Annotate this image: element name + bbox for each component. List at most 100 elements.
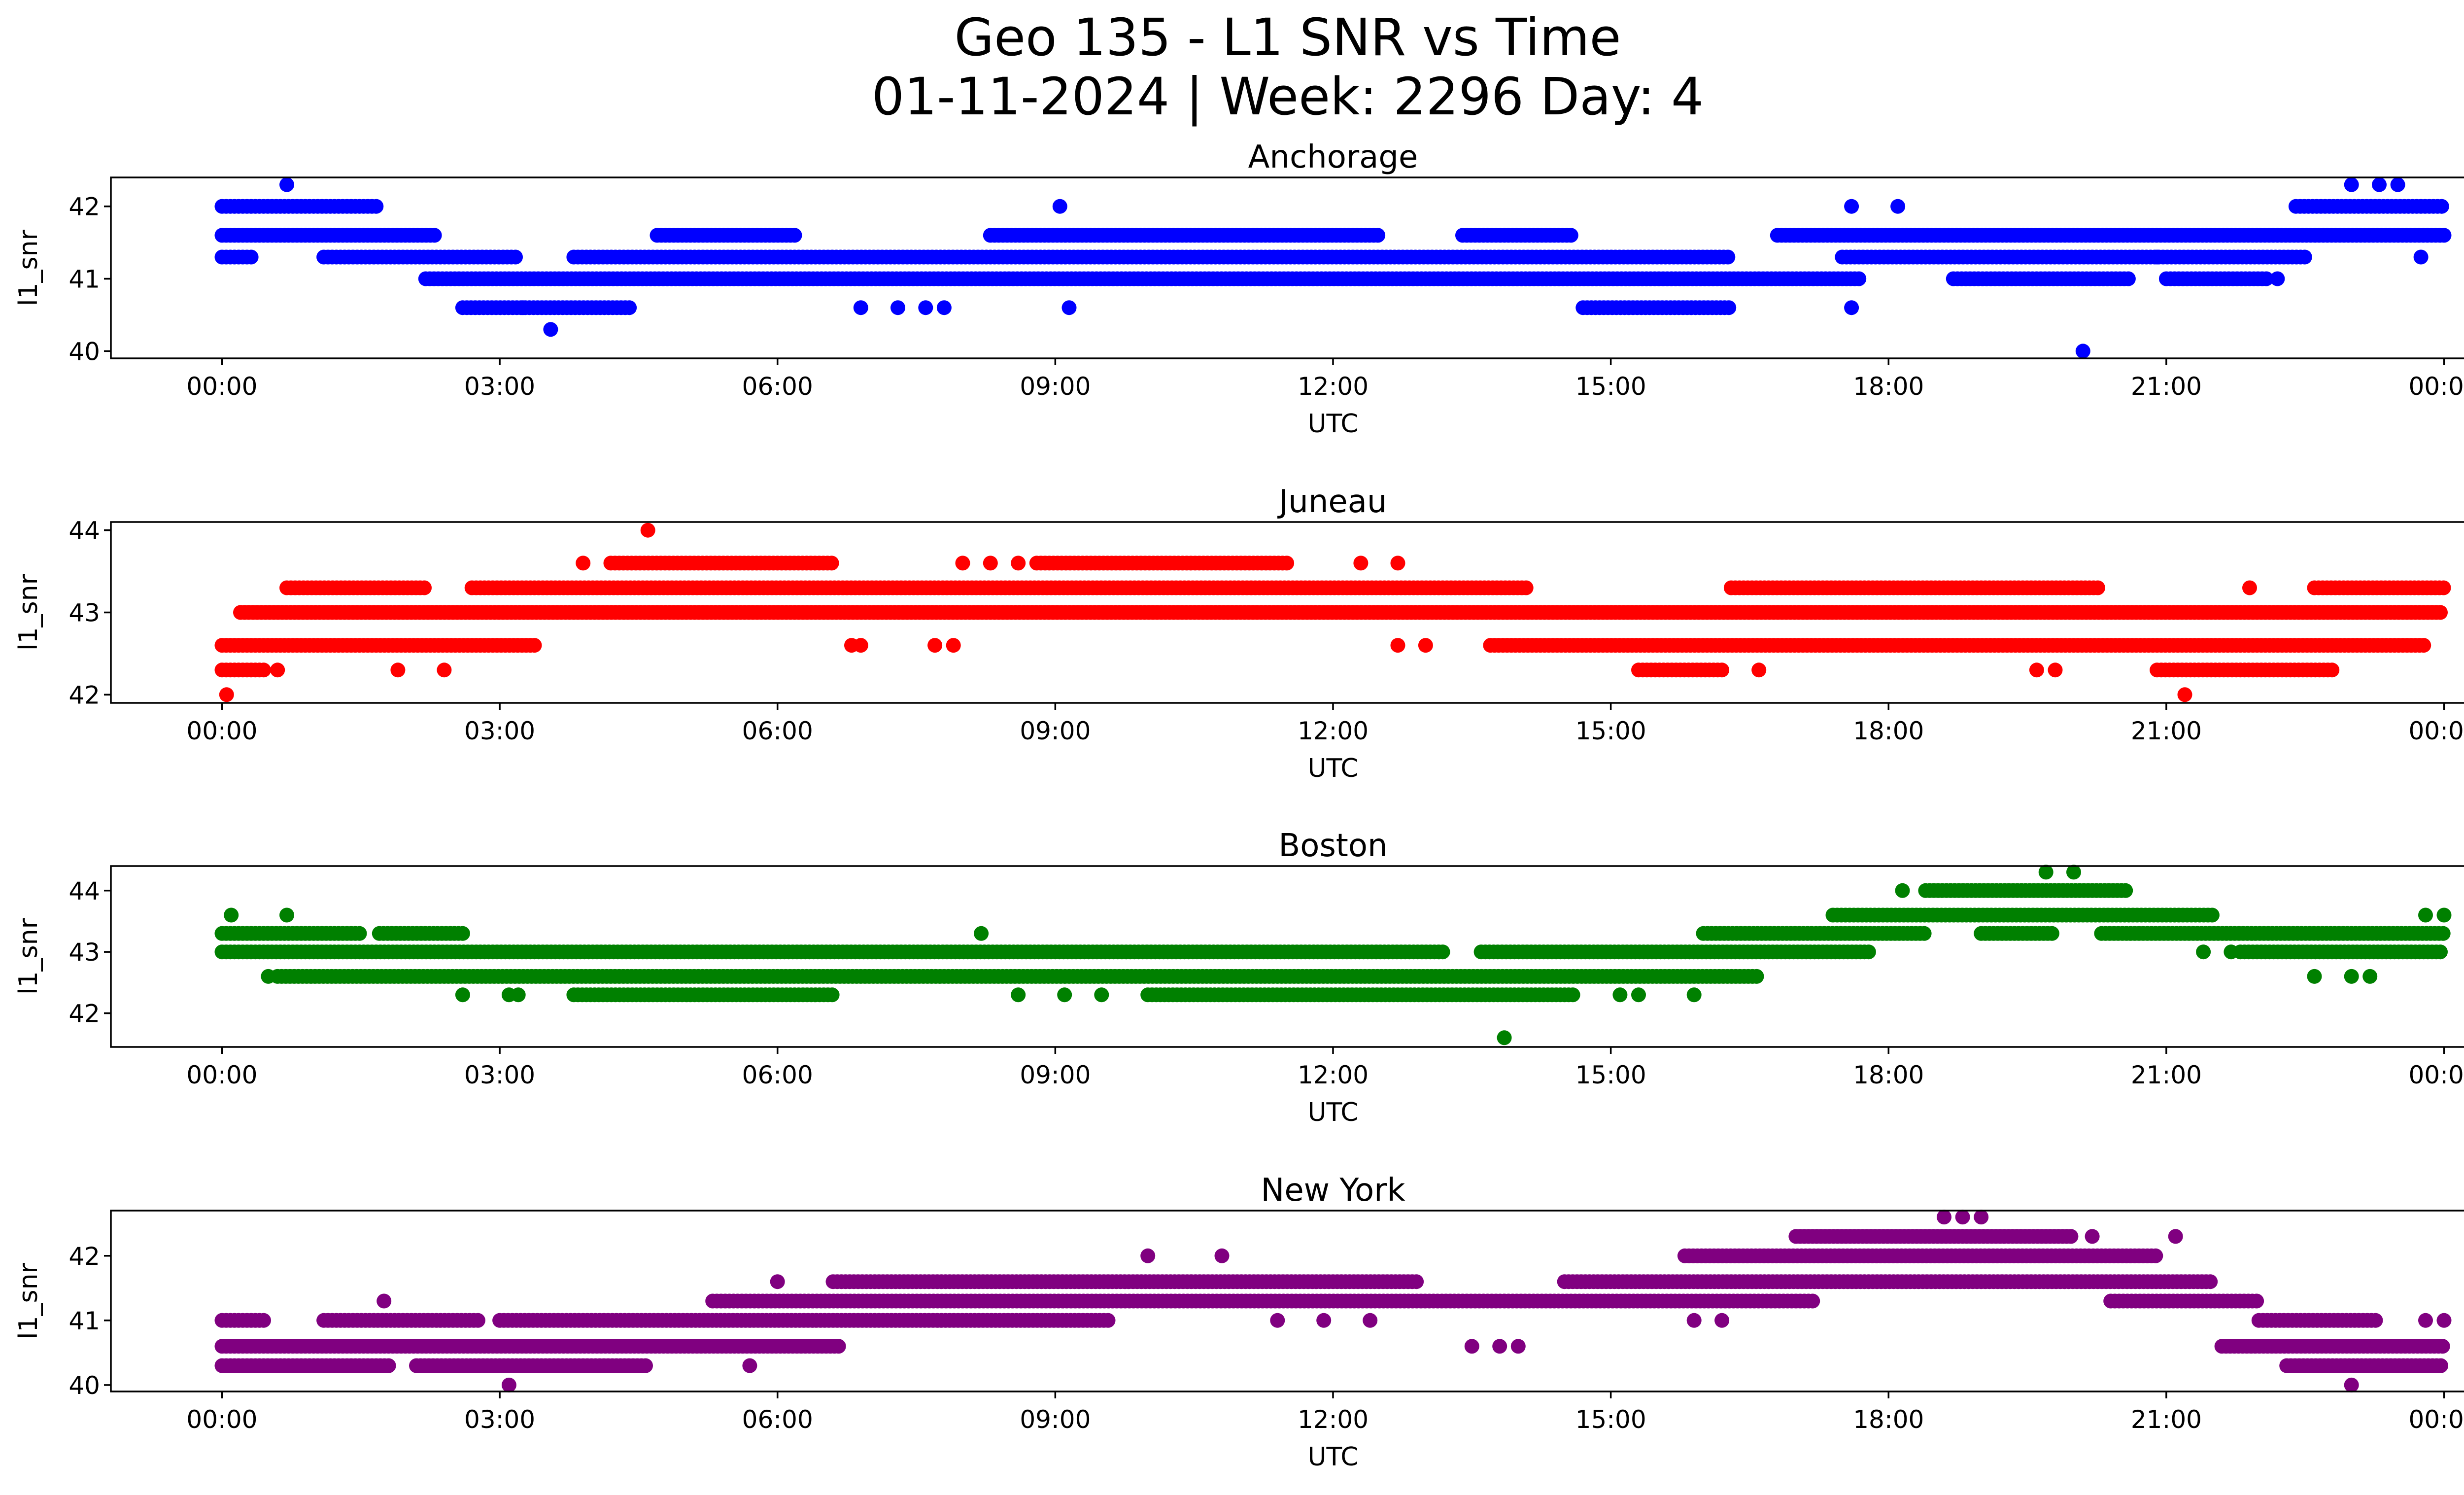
x-tick-label: 18:00 xyxy=(1853,717,1924,745)
data-point xyxy=(437,662,452,678)
data-point xyxy=(1751,662,1767,678)
data-point xyxy=(640,522,655,538)
data-point xyxy=(427,228,442,243)
data-point xyxy=(511,987,526,1003)
data-point xyxy=(2390,177,2405,192)
data-point xyxy=(1861,944,1876,960)
x-tick-label: 09:00 xyxy=(1020,372,1091,401)
data-point xyxy=(1631,987,1646,1003)
subplot-title: Juneau xyxy=(1277,484,1387,520)
data-point xyxy=(2270,271,2285,286)
data-point xyxy=(1390,556,1405,571)
axes-frame xyxy=(110,176,2464,359)
data-point xyxy=(2121,271,2136,286)
data-point xyxy=(1612,987,1628,1003)
data-point xyxy=(2118,883,2133,898)
data-point xyxy=(2435,926,2451,941)
data-point xyxy=(2416,638,2431,653)
x-tick-label: 21:00 xyxy=(2131,1061,2202,1089)
data-point xyxy=(369,199,384,214)
data-series xyxy=(214,1210,2452,1392)
data-point xyxy=(918,300,933,315)
x-tick-label: 00:00 xyxy=(186,1061,257,1089)
x-axis-label: UTC xyxy=(1307,409,1358,439)
y-tick-label: 41 xyxy=(68,265,100,294)
x-tick-label: 06:00 xyxy=(742,1061,813,1089)
data-point xyxy=(2044,926,2059,941)
data-point xyxy=(1353,556,1369,571)
x-tick-label: 03:00 xyxy=(464,1061,535,1089)
data-series xyxy=(214,177,2452,359)
x-tick-label: 06:00 xyxy=(742,717,813,745)
data-point xyxy=(1011,556,1026,571)
data-series xyxy=(214,865,2452,1045)
data-point xyxy=(2344,969,2359,984)
data-point xyxy=(1916,926,1932,941)
data-point xyxy=(787,228,802,243)
data-point xyxy=(2259,271,2274,286)
data-point xyxy=(2038,865,2053,880)
data-point xyxy=(853,300,868,315)
data-point xyxy=(243,249,259,265)
data-point xyxy=(1409,1274,1424,1289)
data-point xyxy=(890,300,905,315)
data-point xyxy=(390,662,406,678)
data-point xyxy=(2433,605,2448,620)
data-point xyxy=(2413,249,2429,265)
subplot-title: Anchorage xyxy=(1248,139,1418,175)
data-point xyxy=(224,907,239,923)
data-point xyxy=(279,907,294,923)
data-point xyxy=(279,177,294,192)
data-point xyxy=(515,300,531,315)
x-tick-label: 00:00 xyxy=(2408,372,2464,401)
data-point xyxy=(1563,228,1578,243)
data-point xyxy=(1518,580,1534,595)
data-point xyxy=(2150,249,2165,265)
data-point xyxy=(1061,300,1077,315)
data-point xyxy=(527,638,542,653)
data-point xyxy=(2433,944,2448,960)
data-point xyxy=(2063,1229,2079,1244)
subplot-title: New York xyxy=(1261,1172,1405,1209)
y-axis-label: l1_snr xyxy=(14,229,43,306)
x-tick-label: 00:00 xyxy=(186,372,257,401)
data-point xyxy=(2203,1274,2218,1289)
data-point xyxy=(2362,969,2378,984)
x-axis-label: UTC xyxy=(1307,754,1358,783)
data-point xyxy=(1844,199,1859,214)
data-point xyxy=(936,300,952,315)
data-point xyxy=(1721,300,1737,315)
data-point xyxy=(543,322,558,337)
x-tick-label: 18:00 xyxy=(1853,1061,1924,1089)
data-point xyxy=(2418,907,2433,923)
subplot-title: Boston xyxy=(1278,828,1387,864)
y-tick-label: 44 xyxy=(68,517,100,545)
data-series xyxy=(214,522,2451,702)
data-point xyxy=(2177,687,2192,702)
data-point xyxy=(974,926,989,941)
data-point xyxy=(853,638,868,653)
data-point xyxy=(417,580,432,595)
figure-title: Geo 135 - L1 SNR vs Time xyxy=(954,7,1621,68)
data-point xyxy=(1851,271,1867,286)
data-point xyxy=(2224,944,2239,960)
data-point xyxy=(2204,907,2220,923)
data-point xyxy=(1418,638,1433,653)
y-tick-label: 44 xyxy=(68,877,100,905)
data-point xyxy=(270,662,285,678)
data-point xyxy=(1094,987,1109,1003)
x-tick-label: 12:00 xyxy=(1298,372,1369,401)
data-point xyxy=(1497,1030,1512,1045)
data-point xyxy=(2297,249,2312,265)
data-point xyxy=(2090,580,2105,595)
y-tick-label: 43 xyxy=(68,938,100,967)
data-point xyxy=(1714,662,1730,678)
data-point xyxy=(508,249,523,265)
data-point xyxy=(2344,177,2359,192)
data-point xyxy=(2325,662,2340,678)
data-point xyxy=(1052,199,1067,214)
data-point xyxy=(219,687,234,702)
